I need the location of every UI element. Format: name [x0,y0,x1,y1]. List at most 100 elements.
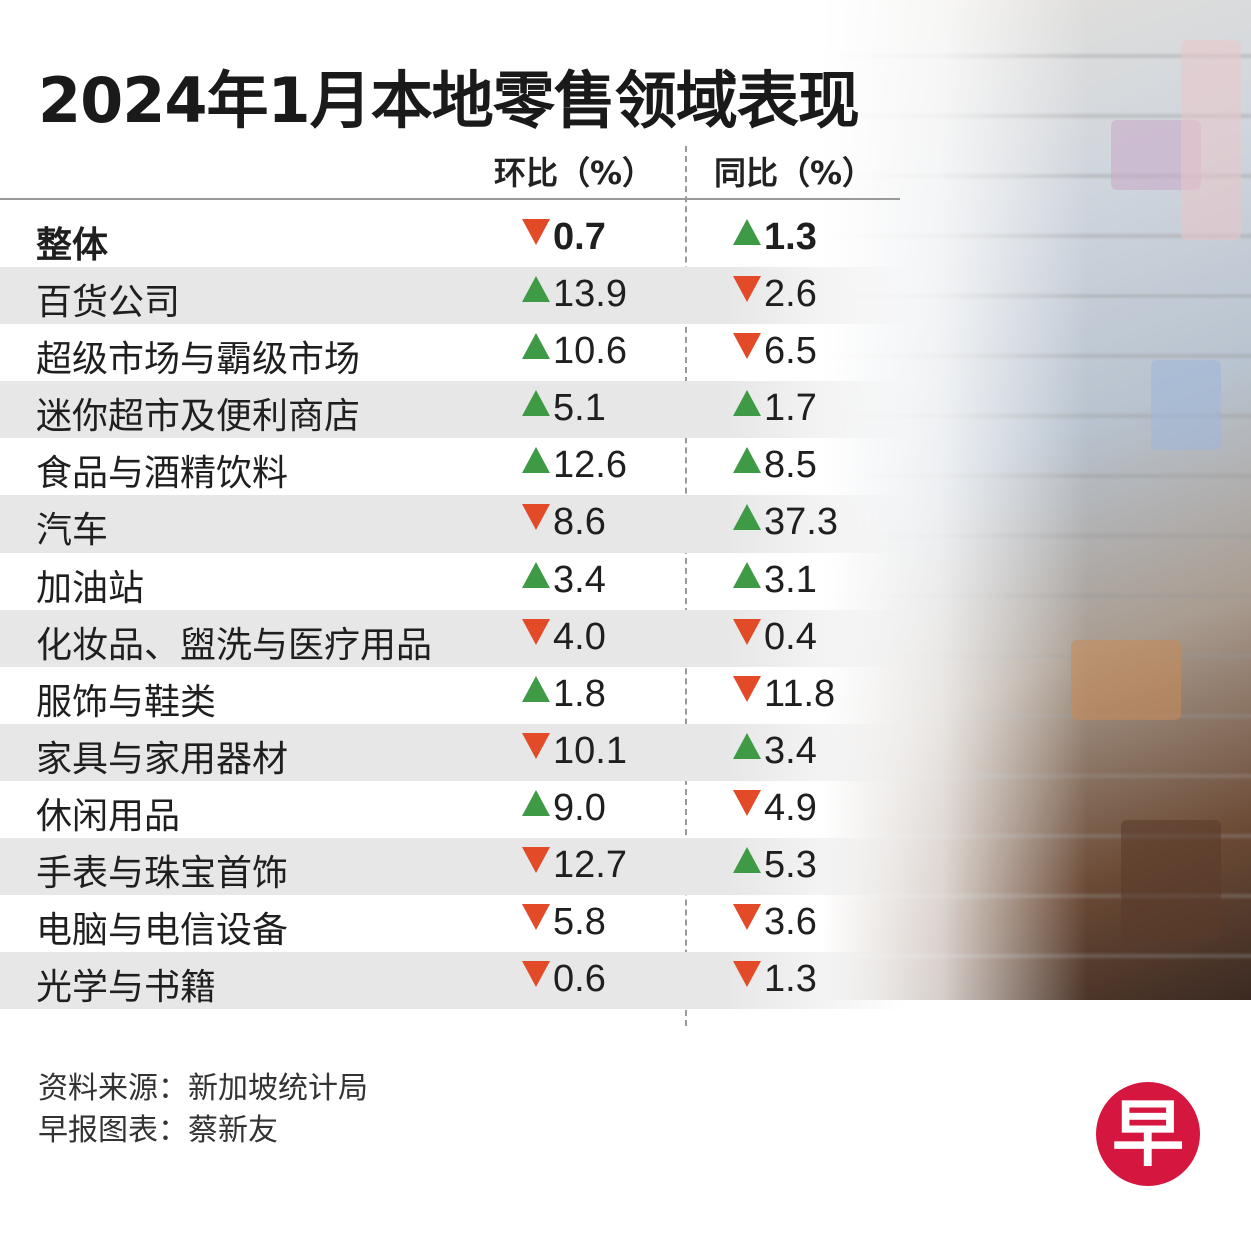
yoy-value: 11.8 [764,672,836,715]
row-label: 食品与酒精饮料 [36,453,289,495]
yoy-cell: 2.6 [733,273,817,316]
table-row: 超级市场与霸级市场 10.6 6.5 [0,324,910,381]
mom-value: 0.6 [553,958,606,1001]
down-triangle-icon [522,504,550,531]
row-label: 汽车 [36,510,109,552]
yoy-cell: 1.3 [733,958,817,1001]
data-source: 资料来源：新加坡统计局 [38,1071,368,1106]
yoy-value: 2.6 [764,273,817,316]
table-row: 百货公司 13.9 2.6 [0,267,910,325]
photo-shelf-item [1071,640,1181,720]
down-triangle-icon [733,961,761,988]
down-triangle-icon [733,333,761,360]
yoy-cell: 4.9 [733,787,817,830]
mom-cell: 13.9 [522,273,627,316]
chart-credit: 早报图表：蔡新友 [38,1113,278,1148]
mom-value: 5.8 [553,901,606,944]
mom-cell: 5.1 [522,387,606,430]
yoy-value: 8.5 [764,444,817,487]
column-header-yoy: 同比（%） [714,154,875,192]
table-row: 光学与书籍 0.6 1.3 [0,952,910,1010]
up-triangle-icon [522,789,550,816]
up-triangle-icon [733,447,761,474]
mom-cell: 9.0 [522,787,606,830]
table-row: 家具与家用器材 10.1 3.4 [0,723,910,781]
yoy-cell: 8.5 [733,444,817,487]
down-triangle-icon [522,618,550,645]
mom-value: 3.4 [553,558,606,601]
row-label: 光学与书籍 [36,967,217,1009]
up-triangle-icon [733,390,761,417]
table-row: 服饰与鞋类 1.8 11.8 [0,667,910,724]
mom-cell: 1.8 [522,673,606,716]
yoy-cell: 3.4 [733,730,817,773]
column-header-mom: 环比（%） [494,154,655,192]
down-triangle-icon [522,904,550,931]
yoy-cell: 37.3 [733,501,838,544]
mom-value: 4.0 [553,615,606,658]
mom-value: 9.0 [553,786,606,829]
row-label: 服饰与鞋类 [36,681,217,723]
row-label: 整体 [36,225,109,266]
column-divider [685,146,687,1026]
mom-cell: 12.7 [522,844,627,887]
row-label: 超级市场与霸级市场 [36,339,361,381]
up-triangle-icon [522,333,550,360]
table-row: 食品与酒精饮料 12.6 8.5 [0,438,910,495]
mom-value: 12.7 [553,844,627,887]
row-label: 迷你超市及便利商店 [36,396,361,438]
yoy-value: 3.6 [764,901,817,944]
mom-cell: 4.0 [522,616,606,659]
yoy-value: 1.3 [764,958,817,1001]
row-label: 百货公司 [36,282,181,324]
yoy-value: 4.9 [764,786,817,829]
yoy-value: 0.4 [764,615,817,658]
mom-cell: 0.6 [522,958,606,1001]
down-triangle-icon [733,675,761,702]
chart-title: 2024年1月本地零售领域表现 [38,64,860,137]
up-triangle-icon [522,276,550,303]
mom-value: 10.6 [553,330,627,373]
table-row: 整体 0.7 1.3 [0,210,910,267]
table-row: 迷你超市及便利商店 5.1 1.7 [0,381,910,439]
down-triangle-icon [522,961,550,988]
mom-cell: 5.8 [522,901,606,944]
yoy-cell: 6.5 [733,330,817,373]
mom-cell: 3.4 [522,559,606,602]
table-row: 加油站 3.4 3.1 [0,553,910,610]
zaobao-logo: 早 [1096,1082,1200,1186]
mom-cell: 10.6 [522,330,627,373]
yoy-cell: 3.6 [733,901,817,944]
yoy-cell: 1.3 [733,216,817,259]
mom-value: 10.1 [553,729,627,772]
mom-cell: 10.1 [522,730,627,773]
table-row: 休闲用品 9.0 4.9 [0,781,910,838]
photo-shelf-item [1121,820,1221,940]
photo-shelf-item [1181,40,1241,240]
header-rule [0,198,900,200]
yoy-cell: 11.8 [733,673,835,716]
table-row: 化妆品、盥洗与医疗用品 4.0 0.4 [0,609,910,667]
yoy-cell: 1.7 [733,387,817,430]
up-triangle-icon [522,675,550,702]
mom-value: 8.6 [553,501,606,544]
down-triangle-icon [733,904,761,931]
mom-value: 5.1 [553,387,606,430]
row-label: 电脑与电信设备 [36,910,289,952]
photo-shelf-item [1151,360,1221,450]
yoy-value: 1.3 [764,216,817,258]
row-label: 化妆品、盥洗与医疗用品 [36,624,433,666]
data-table: 整体 0.7 1.3 百货公司 13.9 2.6 超级市场与霸级市场 10.6 6.5 迷你超市及… [0,210,910,1010]
yoy-value: 3.4 [764,729,817,772]
yoy-value: 1.7 [764,387,817,430]
row-label: 家具与家用器材 [36,738,289,780]
row-label: 加油站 [36,567,145,609]
up-triangle-icon [733,561,761,588]
yoy-cell: 5.3 [733,844,817,887]
row-label: 休闲用品 [36,795,181,837]
mom-value: 1.8 [553,672,606,715]
up-triangle-icon [733,847,761,874]
down-triangle-icon [522,732,550,759]
yoy-value: 5.3 [764,844,817,887]
yoy-value: 37.3 [764,501,838,544]
